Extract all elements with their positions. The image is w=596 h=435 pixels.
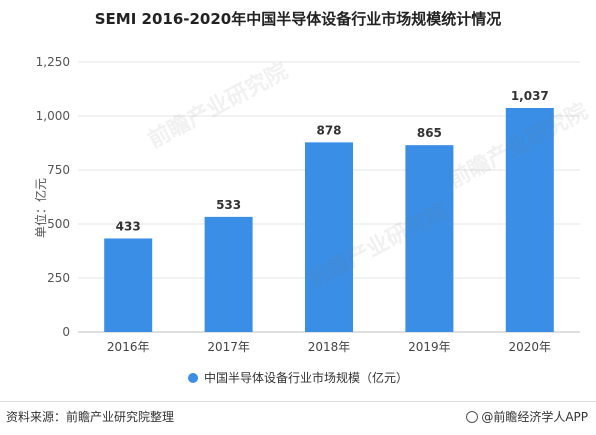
x-tick-label: 2017年 — [207, 340, 250, 354]
x-tick-label: 2016年 — [107, 340, 150, 354]
bar — [505, 108, 554, 333]
x-tick-label: 2018年 — [308, 340, 351, 354]
bars — [104, 108, 554, 333]
data-label: 865 — [417, 126, 442, 140]
x-tick-label: 2019年 — [408, 340, 451, 354]
y-tick-label: 250 — [47, 271, 70, 285]
y-tick-label: 750 — [47, 163, 70, 177]
bar — [305, 142, 353, 332]
y-tick-label: 0 — [62, 325, 70, 339]
bar-chart: 433 533 878 865 1,037 0 250 500 750 1,000 1,250 2… — [36, 55, 580, 354]
data-label: 878 — [316, 123, 341, 137]
footer: 资料来源：前瞻产业研究院整理 @前瞻经济学人APP — [0, 401, 596, 435]
brand: @前瞻经济学人APP — [466, 408, 588, 425]
source-note: 资料来源：前瞻产业研究院整理 — [6, 410, 175, 424]
data-labels: 433 533 878 865 1,037 — [116, 89, 549, 233]
brand-label: @前瞻经济学人APP — [481, 410, 588, 424]
legend: 中国半导体设备行业市场规模（亿元） — [0, 369, 596, 386]
y-axis-label: 单位：亿元 — [34, 177, 48, 238]
y-tick-labels: 0 250 500 750 1,000 1,250 — [36, 55, 70, 339]
bar — [204, 216, 253, 332]
bar — [104, 238, 153, 332]
y-tick-label: 500 — [47, 217, 70, 231]
chart-title: SEMI 2016-2020年中国半导体设备行业市场规模统计情况 — [94, 10, 502, 28]
data-label: 1,037 — [511, 89, 549, 103]
brand-logo-icon — [466, 411, 479, 423]
legend-swatch — [187, 373, 198, 383]
data-label: 433 — [116, 219, 141, 233]
data-label: 533 — [216, 198, 241, 212]
y-tick-label: 1,000 — [36, 109, 70, 123]
bar — [405, 145, 454, 332]
y-tick-label: 1,250 — [36, 55, 70, 69]
x-tick-label: 2020年 — [509, 340, 552, 354]
x-tick-labels: 2016年 2017年 2018年 2019年 2020年 — [107, 340, 551, 354]
legend-label: 中国半导体设备行业市场规模（亿元） — [203, 371, 408, 385]
